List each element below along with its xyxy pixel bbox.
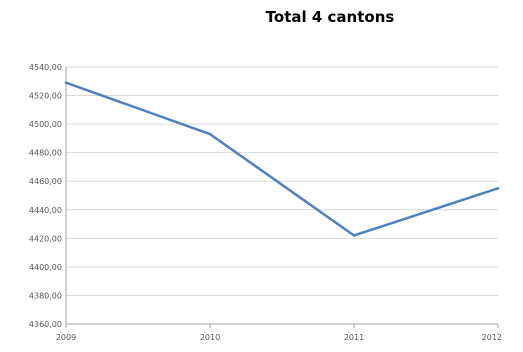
series-line [64, 81, 500, 237]
y-tick-label: 4400,00 [29, 263, 62, 272]
gridlines [66, 66, 498, 296]
y-tick-label: 4500,00 [29, 120, 62, 129]
x-tick-label: 2011 [344, 333, 364, 342]
x-tick-label: 2012 [482, 333, 502, 342]
axes [65, 67, 499, 328]
x-axis-tick-labels: 2009 2010 2011 2012 [56, 333, 502, 342]
x-tick-label: 2010 [200, 333, 220, 342]
y-tick-label: 4460,00 [29, 177, 62, 186]
y-tick-label: 4480,00 [29, 149, 62, 158]
y-tick-label: 4380,00 [29, 291, 62, 300]
y-tick-label: 4440,00 [29, 206, 62, 215]
y-tick-label: 4520,00 [29, 92, 62, 101]
series-group [64, 81, 500, 237]
data-point [64, 81, 68, 84]
chart-title: Total 4 cantons [265, 8, 395, 26]
data-point [496, 187, 500, 190]
y-tick-label: 4540,00 [29, 63, 62, 72]
y-axis-tick-labels: 4360,00 4380,00 4400,00 4420,00 4440,00 4460,… [29, 63, 62, 329]
data-point [352, 234, 356, 237]
x-tick-label: 2009 [56, 333, 76, 342]
y-tick-label: 4360,00 [29, 320, 62, 329]
data-point [208, 132, 212, 136]
y-tick-label: 4420,00 [29, 234, 62, 243]
